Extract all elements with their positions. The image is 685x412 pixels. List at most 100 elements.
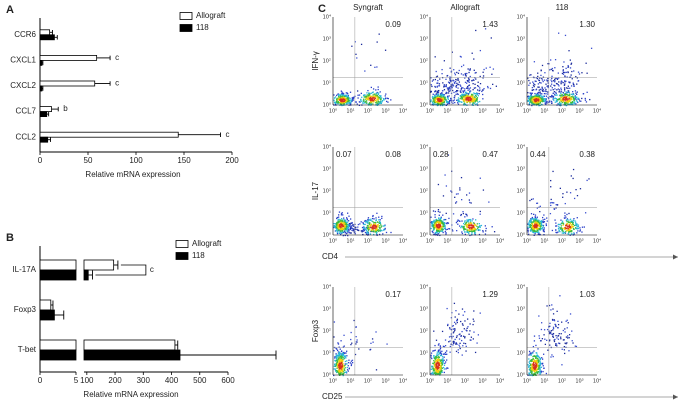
event-dot <box>564 87 565 88</box>
event-dot <box>574 198 575 199</box>
event-dot <box>362 102 363 103</box>
event-dot <box>551 304 552 305</box>
y-tick-label: 10³ <box>517 167 525 173</box>
event-dot <box>461 66 462 67</box>
event-dot <box>437 86 438 87</box>
event-dot <box>542 217 543 218</box>
event-dot <box>471 220 472 221</box>
event-dot <box>386 232 387 233</box>
event-dot <box>455 202 456 203</box>
event-dot <box>559 229 560 230</box>
y-tick-label: 10⁴ <box>420 285 428 291</box>
y-tick-label: 10³ <box>323 37 331 43</box>
event-dot <box>472 89 473 90</box>
event-dot <box>434 217 435 218</box>
event-dot <box>341 214 342 215</box>
event-dot <box>544 329 545 330</box>
bar <box>40 300 51 310</box>
event-dot <box>556 98 557 99</box>
event-dot <box>461 335 462 336</box>
event-dot <box>581 231 582 232</box>
event-dot <box>377 224 378 225</box>
event-dot <box>464 328 465 329</box>
event-dot <box>456 351 457 352</box>
quadrant-value: 0.38 <box>579 150 595 159</box>
event-dot <box>557 204 558 205</box>
event-dot <box>555 95 556 96</box>
event-dot <box>348 229 349 230</box>
y-tick-label: 10¹ <box>420 351 428 357</box>
event-dot <box>370 233 371 234</box>
event-dot <box>574 96 575 97</box>
y-axis-label: Foxp3 <box>311 319 320 342</box>
event-dot <box>443 195 444 196</box>
event-dot <box>465 103 466 104</box>
event-dot <box>449 340 450 341</box>
event-dot <box>351 46 352 47</box>
event-dot <box>575 90 576 91</box>
panel-label: A <box>6 4 14 16</box>
event-dot <box>344 356 345 357</box>
event-dot <box>476 342 477 343</box>
event-dot <box>470 90 471 91</box>
event-dot <box>560 338 561 339</box>
event-dot <box>340 220 341 221</box>
event-dot <box>352 362 353 363</box>
event-dot <box>562 228 563 229</box>
event-dot <box>343 217 344 218</box>
x-tick-label: 150 <box>177 156 191 165</box>
y-tick-label: 10⁴ <box>420 145 428 151</box>
x-tick-label: 10⁰ <box>426 379 434 385</box>
y-tick-label: 10¹ <box>517 81 525 87</box>
event-dot <box>453 331 454 332</box>
event-dot <box>552 336 553 337</box>
event-dot <box>461 88 462 89</box>
event-dot <box>364 95 365 96</box>
event-dot <box>345 232 346 233</box>
event-dot <box>432 231 433 232</box>
event-dot <box>475 87 476 88</box>
event-dot <box>355 54 356 55</box>
event-dot <box>470 68 471 69</box>
event-dot <box>541 367 542 368</box>
y-tick-label: 10⁴ <box>517 145 525 151</box>
event-dot <box>441 69 442 70</box>
event-dot <box>477 223 478 224</box>
event-dot <box>463 213 464 214</box>
event-dot <box>455 79 456 80</box>
event-dot <box>533 346 534 347</box>
event-dot <box>539 82 540 83</box>
x-tick-label: 10² <box>364 109 372 115</box>
event-dot <box>527 92 528 93</box>
event-dot <box>448 91 449 92</box>
event-dot <box>566 87 567 88</box>
event-dot <box>528 80 529 81</box>
event-dot <box>431 228 432 229</box>
x-tick-label: 10⁴ <box>593 239 601 245</box>
event-dot <box>492 226 493 227</box>
event-dot <box>374 67 375 68</box>
event-dot <box>562 349 563 350</box>
event-dot <box>538 372 539 373</box>
event-dot <box>553 80 554 81</box>
quadrant-value: 0.09 <box>385 20 401 29</box>
event-dot <box>561 91 562 92</box>
event-dot <box>542 227 543 228</box>
event-dot <box>563 74 564 75</box>
event-dot <box>455 94 456 95</box>
event-dot <box>469 227 470 228</box>
event-dot <box>480 76 481 77</box>
event-dot <box>387 98 388 99</box>
event-dot <box>454 322 455 323</box>
event-dot <box>556 93 557 94</box>
event-dot <box>472 80 473 81</box>
event-dot <box>461 73 462 74</box>
bar <box>84 350 180 360</box>
event-dot <box>556 94 557 95</box>
event-dot <box>571 175 572 176</box>
event-dot <box>433 360 434 361</box>
event-dot <box>430 356 431 357</box>
event-dot <box>529 82 530 83</box>
event-dot <box>348 230 349 231</box>
event-dot <box>559 333 560 334</box>
